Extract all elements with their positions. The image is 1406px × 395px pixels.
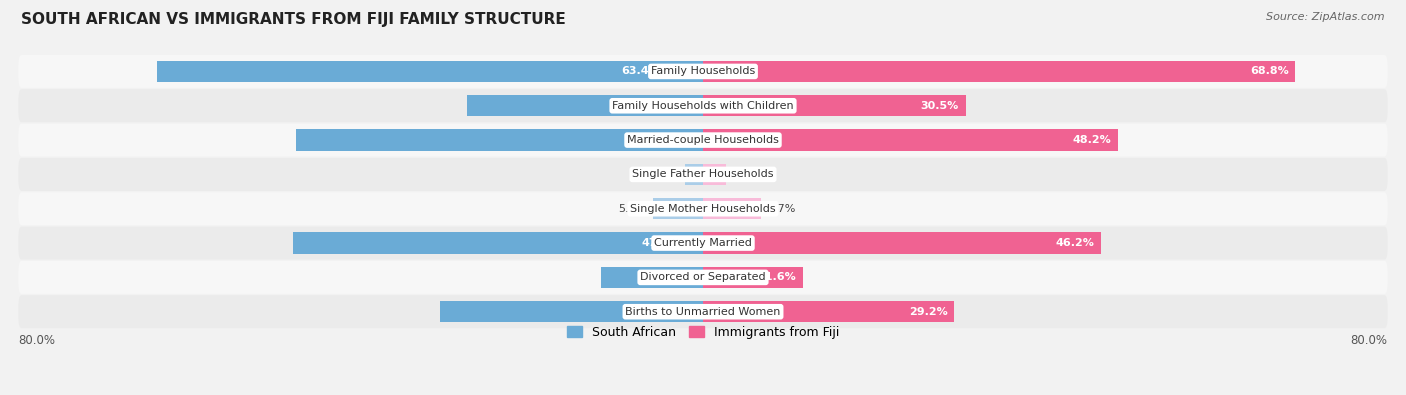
Bar (703, 130, 1118, 151)
Text: Divorced or Separated: Divorced or Separated (640, 273, 766, 282)
Text: 29.2%: 29.2% (908, 307, 948, 317)
Bar (703, 232, 1101, 254)
Bar (703, 95, 966, 117)
Text: Single Father Households: Single Father Households (633, 169, 773, 179)
Text: 46.2%: 46.2% (1054, 238, 1094, 248)
Bar (703, 301, 955, 322)
FancyBboxPatch shape (18, 192, 1388, 225)
Text: 2.1%: 2.1% (650, 169, 678, 179)
Text: 27.4%: 27.4% (668, 101, 706, 111)
Text: 47.3%: 47.3% (643, 135, 681, 145)
Text: Births to Unmarried Women: Births to Unmarried Women (626, 307, 780, 317)
Bar (703, 198, 761, 219)
FancyBboxPatch shape (18, 55, 1388, 88)
Bar (295, 130, 703, 151)
Text: 6.7%: 6.7% (768, 204, 796, 214)
Bar (440, 301, 703, 322)
Bar (652, 198, 703, 219)
Text: 80.0%: 80.0% (1351, 335, 1388, 347)
Text: Currently Married: Currently Married (654, 238, 752, 248)
Text: 30.5%: 30.5% (921, 101, 959, 111)
Bar (703, 164, 727, 185)
FancyBboxPatch shape (18, 158, 1388, 191)
Text: 2.7%: 2.7% (733, 169, 762, 179)
Bar (467, 95, 703, 117)
FancyBboxPatch shape (18, 227, 1388, 260)
Text: Single Mother Households: Single Mother Households (630, 204, 776, 214)
Text: 48.2%: 48.2% (1073, 135, 1111, 145)
Legend: South African, Immigrants from Fiji: South African, Immigrants from Fiji (562, 321, 844, 344)
Text: Family Households: Family Households (651, 66, 755, 76)
Bar (602, 267, 703, 288)
FancyBboxPatch shape (18, 89, 1388, 122)
Text: SOUTH AFRICAN VS IMMIGRANTS FROM FIJI FAMILY STRUCTURE: SOUTH AFRICAN VS IMMIGRANTS FROM FIJI FA… (21, 12, 565, 27)
Text: 80.0%: 80.0% (18, 335, 55, 347)
Bar (292, 232, 703, 254)
Text: Married-couple Households: Married-couple Households (627, 135, 779, 145)
Bar (157, 61, 703, 82)
Text: 11.8%: 11.8% (688, 273, 727, 282)
FancyBboxPatch shape (18, 124, 1388, 156)
FancyBboxPatch shape (18, 261, 1388, 294)
Text: 68.8%: 68.8% (1250, 66, 1289, 76)
Bar (703, 267, 803, 288)
Text: 5.8%: 5.8% (617, 204, 647, 214)
Text: 47.6%: 47.6% (641, 238, 681, 248)
Text: 30.5%: 30.5% (664, 307, 702, 317)
Text: 11.6%: 11.6% (758, 273, 796, 282)
Bar (703, 61, 1295, 82)
FancyBboxPatch shape (18, 295, 1388, 328)
Text: Source: ZipAtlas.com: Source: ZipAtlas.com (1267, 12, 1385, 22)
Bar (685, 164, 703, 185)
Text: 63.4%: 63.4% (621, 66, 659, 76)
Text: Family Households with Children: Family Households with Children (612, 101, 794, 111)
